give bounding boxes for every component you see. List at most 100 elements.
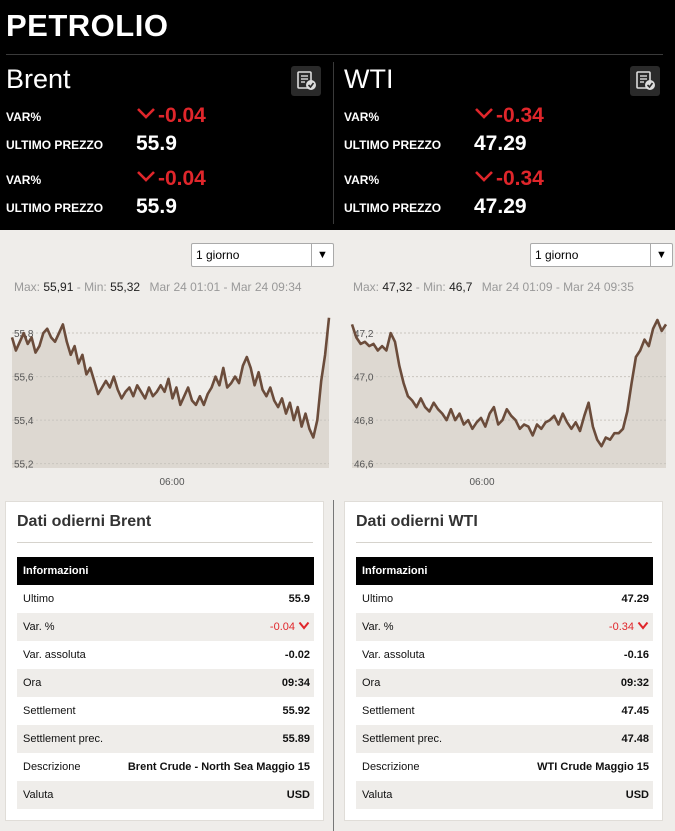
period-value: 1 giorno <box>535 248 579 262</box>
table-row: Var. % -0.34 <box>356 613 653 641</box>
wti-chart-panel: 1 giorno ▼ Max: 47,32 - Min: 46,7 Mar 24… <box>338 230 675 500</box>
row-value: USD <box>625 789 649 801</box>
dropdown-arrow-icon[interactable]: ▼ <box>311 244 333 266</box>
table-row: Valuta USD <box>17 781 314 809</box>
price-row: ULTIMO PREZZO 55.9 <box>6 132 326 156</box>
wti-price-chart: 46,6 46,8 47,0 47,2 06:00 <box>350 312 668 488</box>
table-row: Ultimo 47.29 <box>356 585 653 613</box>
chart-settings-icon[interactable] <box>291 66 321 96</box>
table-title: Dati odierni Brent <box>17 513 152 530</box>
y-tick-label: 46,6 <box>354 460 374 471</box>
chevron-down-icon <box>298 621 310 630</box>
table-row: Descrizione WTI Crude Maggio 15 <box>356 753 653 781</box>
header-divider <box>6 54 663 55</box>
table-row: Ora 09:34 <box>17 669 314 697</box>
min-label: - Min: <box>76 280 107 294</box>
chart-stats: Max: 47,32 - Min: 46,7 Mar 24 01:09 - Ma… <box>353 280 634 294</box>
row-value: 09:34 <box>281 677 310 689</box>
price-label: ULTIMO PREZZO <box>344 138 442 152</box>
var-label: VAR% <box>344 110 380 124</box>
chart-settings-icon[interactable] <box>630 66 660 96</box>
period-select[interactable]: 1 giorno ▼ <box>530 243 673 267</box>
price-label: ULTIMO PREZZO <box>6 138 104 152</box>
panel-divider <box>333 500 334 831</box>
row-key: Var. assoluta <box>362 649 425 661</box>
row-key: Var. % <box>23 621 55 633</box>
row-value: -0.04 <box>270 621 310 633</box>
price-value: 47.29 <box>474 195 527 218</box>
min-value: 46,7 <box>449 280 473 294</box>
chevron-down-icon <box>137 108 155 119</box>
row-value: 47.29 <box>621 593 649 605</box>
var-number: -0.34 <box>496 104 544 127</box>
y-tick-label: 55,6 <box>14 373 34 384</box>
row-value: -0.02 <box>284 649 310 661</box>
price-label: ULTIMO PREZZO <box>6 201 104 215</box>
table-row: Settlement prec. 47.48 <box>356 725 653 753</box>
table-row: Var. assoluta -0.16 <box>356 641 653 669</box>
price-row: ULTIMO PREZZO 47.29 <box>344 195 664 219</box>
table-row: Settlement 55.92 <box>17 697 314 725</box>
dropdown-arrow-icon[interactable]: ▼ <box>650 244 672 266</box>
market-brent: Brent VAR% -0.04 ULTIMO PREZZO 55.9 VAR% <box>0 62 330 222</box>
chevron-down-icon <box>137 171 155 182</box>
row-key: Settlement prec. <box>23 733 104 745</box>
table-row: Var. assoluta -0.02 <box>17 641 314 669</box>
row-value: 55.92 <box>282 705 310 717</box>
brent-data-table: Dati odierni Brent Informazioni Ultimo 55… <box>5 501 324 821</box>
row-value: 47.45 <box>621 705 649 717</box>
market-name: Brent <box>6 64 71 94</box>
period-select[interactable]: 1 giorno ▼ <box>191 243 334 267</box>
row-value: -0.34 <box>609 621 649 633</box>
header-vertical-divider <box>333 62 334 224</box>
var-number: -0.04 <box>269 621 295 633</box>
market-name: WTI <box>344 64 394 94</box>
y-tick-label: 46,8 <box>354 416 374 427</box>
x-tick-label: 06:00 <box>159 477 184 488</box>
var-value: -0.04 <box>136 167 206 191</box>
title-divider <box>17 542 313 543</box>
var-value: -0.34 <box>474 104 544 128</box>
var-value: -0.04 <box>136 104 206 128</box>
chevron-down-icon <box>637 621 649 630</box>
min-label: - Min: <box>415 280 446 294</box>
oil-header: PETROLIO Brent VAR% -0.04 ULTIMO PREZZO … <box>0 0 675 230</box>
var-row: VAR% -0.04 <box>6 167 326 191</box>
table-row: Ultimo 55.9 <box>17 585 314 613</box>
max-label: Max: <box>14 280 41 294</box>
table-title: Dati odierni WTI <box>356 513 478 530</box>
row-value: 55.89 <box>282 733 310 745</box>
table-row: Descrizione Brent Crude - North Sea Maggi… <box>17 753 314 781</box>
row-key: Ora <box>362 677 381 689</box>
price-row: ULTIMO PREZZO 55.9 <box>6 195 326 219</box>
max-value: 47,32 <box>382 280 413 294</box>
table-header: Informazioni <box>356 557 653 585</box>
var-row: VAR% -0.34 <box>344 104 664 128</box>
price-value: 47.29 <box>474 132 527 155</box>
page-title: PETROLIO <box>6 8 169 43</box>
price-line <box>10 317 331 439</box>
row-key: Settlement <box>362 705 415 717</box>
time-range: Mar 24 01:09 - Mar 24 09:35 <box>481 280 634 294</box>
row-value: USD <box>286 789 310 801</box>
var-number: -0.04 <box>158 167 206 190</box>
row-key: Ultimo <box>23 593 55 605</box>
row-value: 47.48 <box>621 733 649 745</box>
table-row: Settlement prec. 55.89 <box>17 725 314 753</box>
row-key: Var. % <box>362 621 394 633</box>
table-row: Ora 09:32 <box>356 669 653 697</box>
row-key: Var. assoluta <box>23 649 86 661</box>
var-value: -0.34 <box>474 167 544 191</box>
period-value: 1 giorno <box>196 248 240 262</box>
var-label: VAR% <box>6 173 42 187</box>
var-number: -0.04 <box>158 104 206 127</box>
price-row: ULTIMO PREZZO 47.29 <box>344 132 664 156</box>
row-key: Descrizione <box>362 761 420 773</box>
var-label: VAR% <box>344 173 380 187</box>
brent-chart-panel: 1 giorno ▼ Max: 55,91 - Min: 55,32 Mar 2… <box>0 230 334 500</box>
var-row: VAR% -0.34 <box>344 167 664 191</box>
market-wti: WTI VAR% -0.34 ULTIMO PREZZO 47.29 VAR% <box>338 62 668 222</box>
price-value: 55.9 <box>136 132 177 155</box>
row-key: Valuta <box>23 789 54 801</box>
row-key: Settlement <box>23 705 76 717</box>
